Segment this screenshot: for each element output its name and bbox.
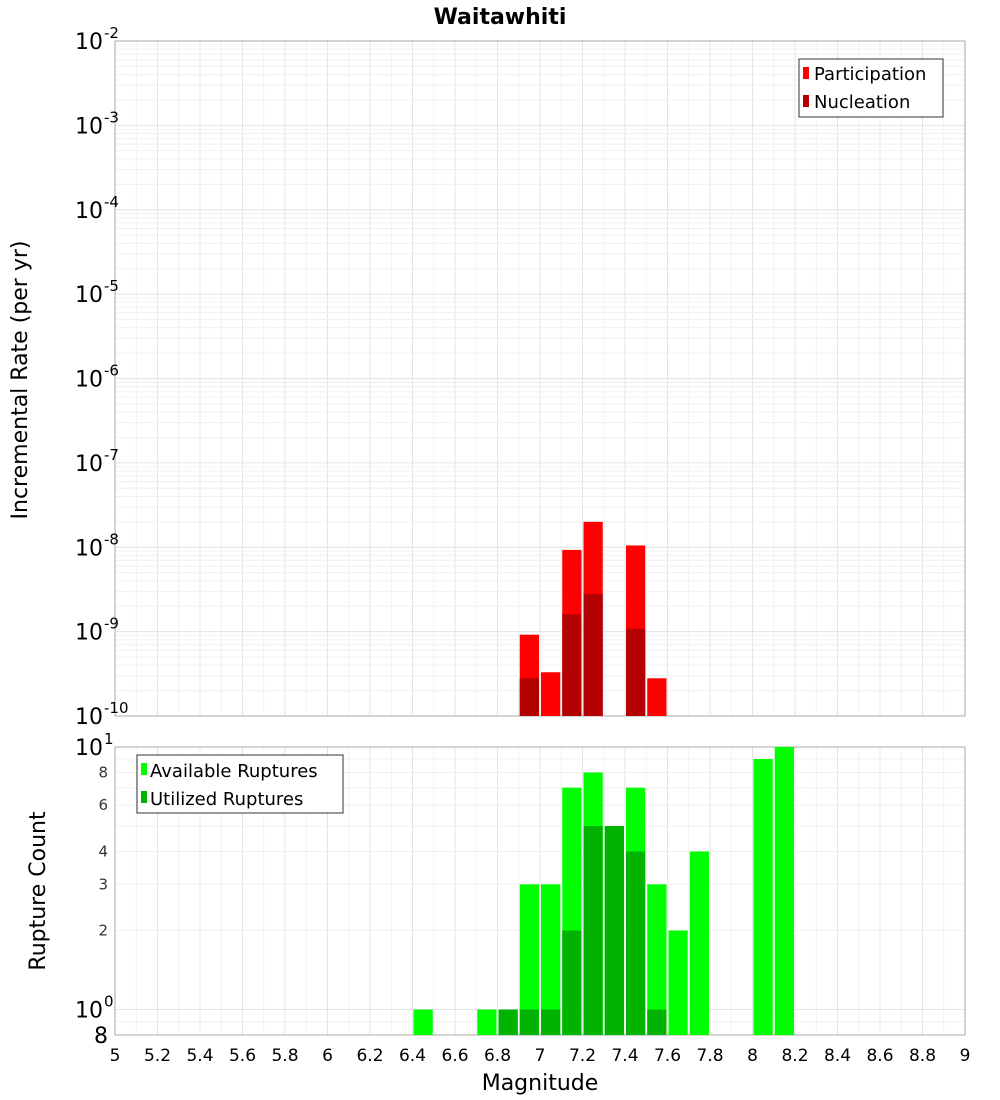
x-tick-label: 5.4 (186, 1046, 213, 1066)
legend-swatch-available (141, 763, 147, 775)
legend-label-nucleation: Nucleation (814, 92, 910, 113)
rate-y-tick-base: 10 (75, 30, 103, 55)
x-tick-label: 7 (535, 1046, 546, 1066)
x-tick-label: 6.2 (356, 1046, 383, 1066)
rate-y-tick-exponent: -3 (104, 108, 119, 126)
count-y-tick-base: 10 (75, 999, 103, 1024)
x-tick-label: 7.6 (654, 1046, 681, 1066)
rate-y-tick-base: 10 (75, 536, 103, 561)
rate-plot-frame (114, 40, 966, 717)
bar-utilized-ruptures (604, 826, 624, 1035)
rate-y-tick-base: 10 (75, 452, 103, 477)
legend-label-participation: Participation (814, 64, 926, 85)
bar-available-ruptures (774, 747, 794, 1035)
bar-utilized-ruptures (498, 1009, 518, 1035)
x-tick-label: 6.6 (441, 1046, 468, 1066)
count-legend-box (136, 754, 344, 814)
bar-nucleation (562, 614, 582, 716)
bar-utilized-ruptures (626, 851, 646, 1035)
count-y-tick: 4 (98, 842, 108, 860)
bar-available-ruptures (541, 884, 561, 1035)
bar-participation (541, 672, 561, 716)
count-plot-frame (114, 746, 966, 1036)
rate-y-tick-base: 10 (75, 621, 103, 646)
bar-utilized-ruptures (562, 930, 582, 1035)
x-tick-label: 8.8 (909, 1046, 936, 1066)
rate-y-tick-base: 10 (75, 199, 103, 224)
bar-available-ruptures (413, 1009, 433, 1035)
x-tick-label: 9 (960, 1046, 971, 1066)
x-tick-label: 7.8 (696, 1046, 723, 1066)
count-y-tick: 2 (98, 922, 108, 940)
rate-y-axis-label: Incremental Rate (per yr) (8, 241, 33, 520)
count-y-tick: 8 (98, 763, 108, 781)
bar-nucleation (626, 628, 646, 716)
bar-available-ruptures (647, 884, 667, 1035)
rate-y-tick-exponent: -2 (104, 24, 119, 42)
x-tick-label: 8.6 (866, 1046, 893, 1066)
bar-utilized-ruptures (583, 826, 603, 1035)
rate-y-tick-exponent: -7 (104, 446, 119, 464)
count-y-tick-exponent: 1 (104, 730, 114, 748)
count-y-tick: 8 (94, 1024, 108, 1049)
count-y-tick: 6 (98, 796, 108, 814)
rate-y-tick-exponent: -10 (104, 699, 129, 717)
rate-y-tick-base: 10 (75, 368, 103, 393)
x-tick-label: 5 (110, 1046, 121, 1066)
chart-title: Waitawhiti (434, 5, 567, 30)
bar-available-ruptures (753, 759, 773, 1035)
rate-legend: Participation Nucleation (798, 58, 944, 118)
x-tick-label: 5.6 (229, 1046, 256, 1066)
bar-nucleation (519, 678, 539, 716)
x-tick-label: 7.4 (611, 1046, 638, 1066)
count-y-axis-label: Rupture Count (26, 811, 51, 971)
rate-y-tick-base: 10 (75, 114, 103, 139)
bar-available-ruptures (519, 884, 539, 1035)
rate-plot-grid (114, 40, 966, 717)
x-tick-label: 8.2 (781, 1046, 808, 1066)
bar-utilized-ruptures (519, 1009, 539, 1035)
rate-y-tick-exponent: -5 (104, 277, 119, 295)
rate-plot-bars (519, 521, 667, 716)
rate-y-tick-exponent: -6 (104, 362, 119, 380)
bar-available-ruptures (668, 930, 688, 1035)
bar-participation (647, 678, 667, 716)
x-tick-label: 5.8 (271, 1046, 298, 1066)
count-y-tick-base: 10 (75, 736, 103, 761)
x-tick-label: 6.8 (484, 1046, 511, 1066)
x-tick-label: 5.2 (144, 1046, 171, 1066)
x-tick-label: 6.4 (399, 1046, 426, 1066)
x-axis-label: Magnitude (482, 1071, 599, 1096)
rate-y-tick-exponent: -4 (104, 193, 119, 211)
bar-utilized-ruptures (647, 1009, 667, 1035)
rate-legend-box (798, 58, 944, 118)
legend-swatch-nucleation (803, 95, 809, 107)
bar-nucleation (583, 593, 603, 716)
legend-label-available: Available Ruptures (150, 761, 318, 782)
x-tick-label: 8 (747, 1046, 758, 1066)
count-y-tick: 3 (98, 875, 108, 893)
bar-available-ruptures (689, 851, 709, 1035)
x-tick-label: 6 (322, 1046, 333, 1066)
rate-y-tick-exponent: -8 (104, 530, 119, 548)
rate-y-tick-exponent: -9 (104, 615, 119, 633)
legend-swatch-participation (803, 67, 809, 79)
legend-label-utilized: Utilized Ruptures (150, 789, 303, 810)
count-plot-bars (413, 747, 794, 1035)
bar-utilized-ruptures (541, 1009, 561, 1035)
rate-y-tick-base: 10 (75, 705, 103, 730)
count-legend: Available Ruptures Utilized Ruptures (136, 754, 344, 814)
count-plot-x-ticks: 5 5.2 5.4 5.6 5.8 6 6.2 6.4 6.6 6.8 7 7.2 7.4 7.6 7.8 8… (110, 1046, 971, 1066)
legend-swatch-utilized (141, 791, 147, 803)
rate-y-tick-base: 10 (75, 283, 103, 308)
x-tick-label: 7.2 (569, 1046, 596, 1066)
count-y-tick-exponent: 0 (104, 993, 114, 1011)
bar-available-ruptures (477, 1009, 497, 1035)
x-tick-label: 8.4 (824, 1046, 851, 1066)
